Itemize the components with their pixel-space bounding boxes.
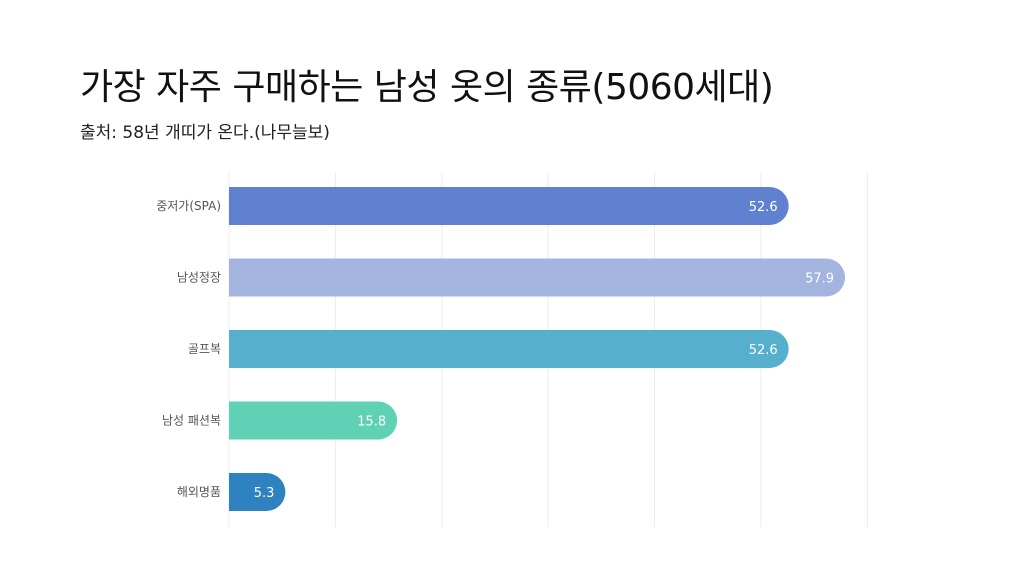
data-label: 5.3 bbox=[254, 486, 275, 501]
category-label: 남성정장 bbox=[177, 271, 221, 285]
page-title: 가장 자주 구매하는 남성 옷의 종류(5060세대) bbox=[80, 67, 774, 108]
bar bbox=[229, 473, 286, 511]
page-subtitle: 출처: 58년 개띠가 온다.(나무늘보) bbox=[80, 123, 330, 143]
bar bbox=[229, 258, 846, 297]
bar bbox=[229, 401, 398, 440]
bar bbox=[229, 187, 789, 225]
category-label: 골프복 bbox=[188, 342, 221, 356]
chart-bars bbox=[229, 187, 846, 511]
data-label: 57.9 bbox=[805, 272, 834, 287]
category-label: 해외명품 bbox=[177, 485, 221, 499]
data-label: 15.8 bbox=[357, 415, 386, 430]
chart-labels: 중저가(SPA) 52.6 남성정장 57.9 골프복 52.6 남성 패션복 15.8 해외명… bbox=[156, 199, 834, 501]
bar bbox=[229, 330, 789, 368]
data-label: 52.6 bbox=[749, 343, 778, 358]
category-label: 중저가(SPA) bbox=[156, 199, 221, 213]
data-label: 52.6 bbox=[749, 200, 778, 215]
category-label: 남성 패션복 bbox=[162, 414, 221, 428]
